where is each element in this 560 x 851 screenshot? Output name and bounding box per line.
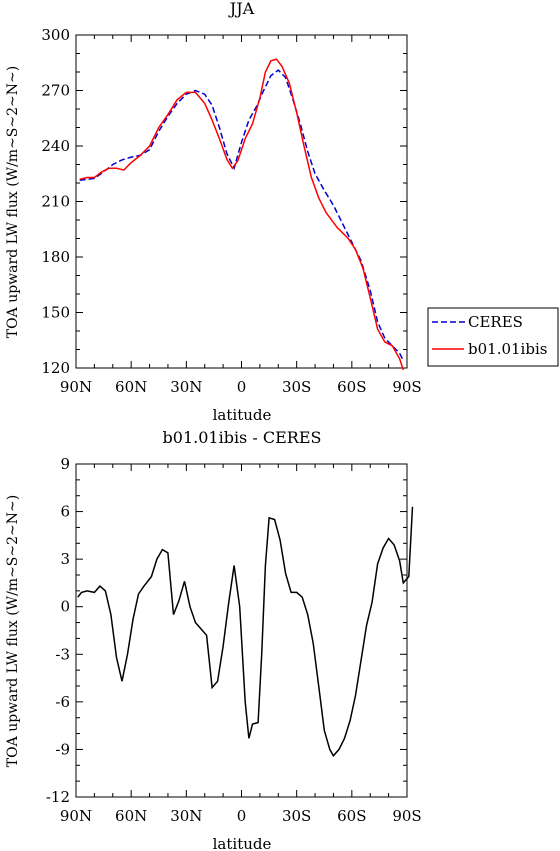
- x-tick-label: 30S: [282, 807, 311, 825]
- top-xlabel: latitude: [213, 406, 272, 424]
- x-tick-label: 90S: [392, 378, 421, 396]
- x-tick-label: 30N: [170, 807, 202, 825]
- legend-box: [427, 307, 559, 367]
- x-tick-label: 30S: [282, 378, 311, 396]
- x-tick-label: 60N: [115, 378, 147, 396]
- x-tick-label: 0: [237, 378, 247, 396]
- bottom-xlabel: latitude: [213, 835, 272, 851]
- bottom-series: [77, 506, 414, 758]
- y-tick-label: -9: [55, 740, 70, 758]
- x-tick-label: 90N: [60, 378, 92, 396]
- y-tick-label: 270: [41, 82, 70, 100]
- legend-label-model: b01.01ibis: [468, 340, 547, 358]
- y-tick-label: 0: [60, 598, 70, 616]
- top-title: JJA: [228, 0, 255, 18]
- x-tick-label: 60N: [115, 807, 147, 825]
- x-tick-label: 0: [237, 807, 247, 825]
- y-tick-label: 6: [60, 503, 70, 521]
- y-tick-label: -12: [46, 788, 70, 806]
- x-tick-label: 30N: [170, 378, 202, 396]
- top-ylabel: TOA upward LW flux (W/m~S~2~N~): [5, 66, 21, 338]
- bottom-ylabel: TOA upward LW flux (W/m~S~2~N~): [5, 495, 21, 767]
- y-tick-label: 240: [41, 137, 70, 155]
- x-tick-label: 60S: [337, 378, 366, 396]
- bottom-panel: b01.01ibis - CERES 90N 60N 30N 0 30S 60S 90S -1…: [5, 428, 422, 851]
- series-line-difference: [77, 506, 414, 758]
- y-tick-label: 150: [41, 304, 70, 322]
- y-tick-label: 120: [41, 359, 70, 377]
- y-tick-label: -3: [55, 645, 70, 663]
- top-panel: JJA 90N 60N 30N 0 30S 60S 90S 120 150 180 210 240 27…: [5, 0, 422, 424]
- y-tick-label: 3: [60, 550, 70, 568]
- x-tick-label: 60S: [337, 807, 366, 825]
- legend-label-ceres: CERES: [468, 313, 523, 331]
- series-line-CERES: [79, 69, 404, 361]
- x-tick-label: 90S: [392, 807, 421, 825]
- y-tick-label: 300: [41, 26, 70, 44]
- y-tick-label: -6: [55, 693, 70, 711]
- legend: CERES b01.01ibis: [427, 307, 559, 367]
- top-plot-frame: [75, 34, 408, 369]
- y-tick-label: 210: [41, 193, 70, 211]
- bottom-ticks: 90N 60N 30N 0 30S 60S 90S -12 -9 -6 -3 0 3 6 9: [46, 455, 422, 825]
- series-line-b01.01ibis: [79, 58, 405, 371]
- bottom-title: b01.01ibis - CERES: [163, 428, 322, 447]
- top-ticks: 90N 60N 30N 0 30S 60S 90S 120 150 180 210 240 270 300: [41, 26, 421, 396]
- y-tick-label: 9: [60, 455, 70, 473]
- y-tick-label: 180: [41, 248, 70, 266]
- top-series: [79, 58, 405, 371]
- x-tick-label: 90N: [60, 807, 92, 825]
